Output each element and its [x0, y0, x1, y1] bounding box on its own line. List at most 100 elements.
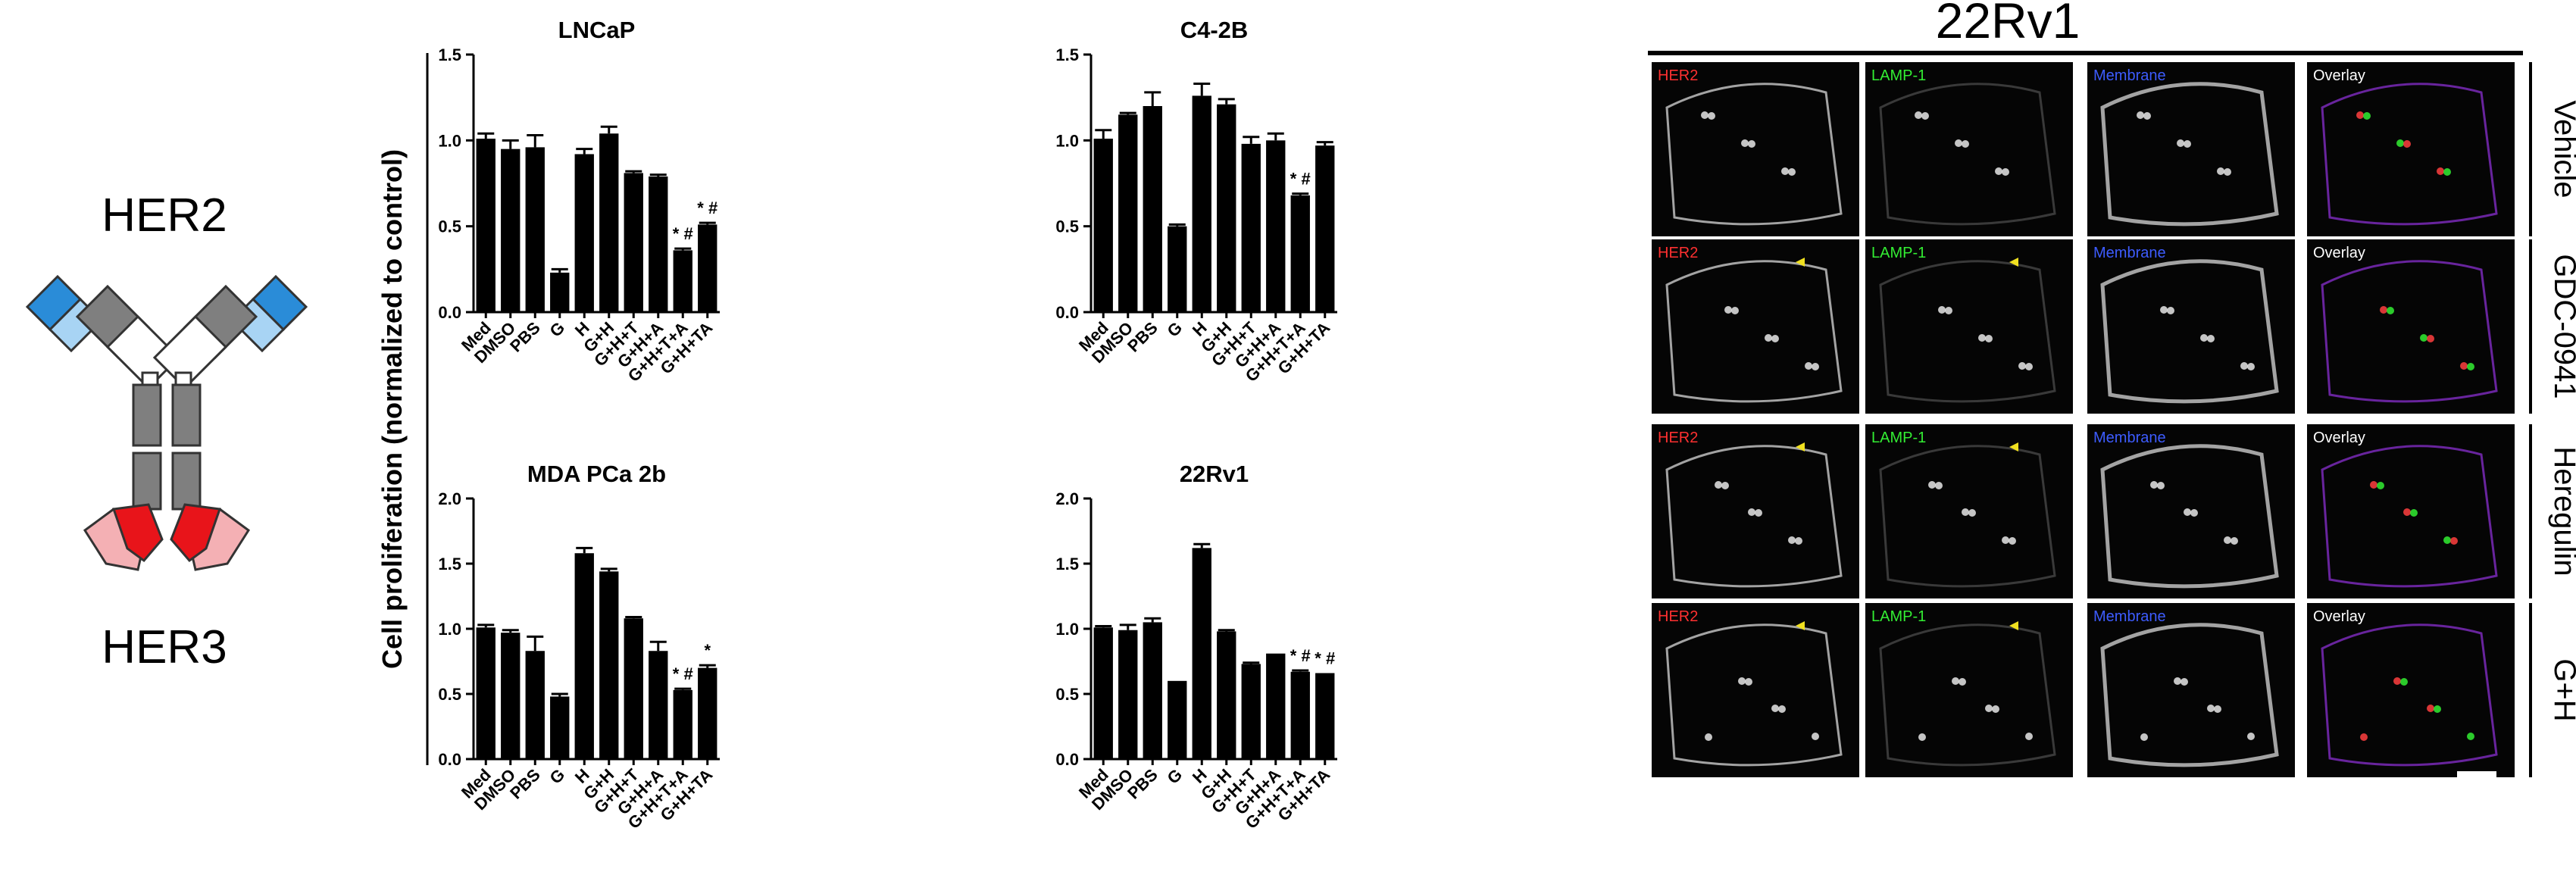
y-tick-label: 0.0	[438, 750, 461, 769]
vesicle-punctum	[1731, 307, 1739, 314]
micrograph-3-2: LAMP-1	[1865, 424, 2073, 598]
micrograph-1-2: LAMP-1	[1865, 62, 2073, 236]
bar	[1241, 664, 1261, 759]
significance-marker: * #	[697, 198, 717, 217]
vesicle-punctum	[2137, 111, 2144, 119]
vesicle-punctum	[1959, 678, 1966, 686]
bar	[501, 633, 521, 759]
vesicle-punctum	[2002, 168, 2009, 176]
chart-title: C4-2B	[1180, 17, 1249, 43]
vesicle-punctum	[2460, 362, 2468, 370]
channel-label: Membrane	[2093, 245, 2166, 261]
vesicle-punctum	[2174, 677, 2181, 685]
y-tick-label: 0.0	[1055, 303, 1079, 322]
vesicle-punctum	[2467, 733, 2474, 740]
cell-membrane	[2321, 623, 2498, 767]
bar	[1192, 548, 1211, 759]
vesicle-punctum	[1721, 482, 1729, 489]
cell-membrane	[2100, 444, 2279, 589]
vesicle-punctum	[2443, 168, 2451, 176]
vesicle-punctum	[2177, 139, 2184, 147]
channel-label: LAMP-1	[1871, 430, 1926, 446]
micrograph-2-1: HER2	[1652, 239, 1859, 414]
vesicle-punctum	[2467, 363, 2474, 370]
vesicle-punctum	[1738, 677, 1746, 685]
vesicle-punctum	[1701, 111, 1708, 119]
bar	[1143, 106, 1162, 312]
micrograph-background	[1865, 239, 2073, 414]
channel-label: Overlay	[2313, 245, 2365, 261]
vesicle-punctum	[2403, 508, 2411, 516]
vesicle-punctum	[1708, 112, 1715, 120]
vesicle-punctum	[2184, 508, 2191, 516]
bar	[476, 627, 496, 759]
vesicle-punctum	[1771, 705, 1779, 712]
vesicle-punctum	[2025, 363, 2033, 370]
cell-membrane	[1879, 623, 2056, 767]
bar	[1290, 671, 1310, 759]
arrowhead-marker	[2009, 258, 2018, 267]
vesicle-punctum	[1705, 733, 1712, 741]
cell-membrane	[1879, 445, 2056, 588]
micrograph-4-2: LAMP-1	[1865, 603, 2073, 777]
micrograph-2-2: LAMP-1	[1865, 239, 2073, 414]
micrograph-background	[2307, 239, 2515, 414]
vesicle-punctum	[1938, 306, 1946, 314]
x-tick-label: G	[546, 765, 568, 788]
row-label: Vehicle	[2548, 101, 2576, 198]
micrograph-background	[2307, 603, 2515, 777]
bar	[1093, 627, 1113, 759]
microscopy-grid: HER2 LAMP-1 Membrane Overlay Vehicle HER2 LAMP…	[1652, 62, 2576, 777]
arrowhead-marker	[2009, 621, 2018, 630]
bar	[698, 224, 717, 312]
row-label: GDC-0941	[2548, 254, 2576, 398]
vesicle-punctum	[2363, 112, 2371, 120]
vesicle-punctum	[1788, 168, 1796, 176]
significance-marker: * #	[673, 664, 693, 683]
vesicle-punctum	[2427, 705, 2434, 712]
scale-bar	[2457, 771, 2496, 777]
micrograph-3-1: HER2	[1652, 424, 1859, 598]
vesicle-punctum	[1741, 139, 1749, 147]
significance-marker: * #	[1290, 170, 1311, 189]
vesicle-punctum	[2025, 733, 2033, 740]
cell-membrane	[1665, 83, 1843, 226]
channel-label: HER2	[1658, 245, 1698, 261]
vesicle-punctum	[2140, 733, 2148, 741]
vesicle-punctum	[1962, 508, 1969, 516]
bar	[1217, 631, 1236, 759]
vesicle-punctum	[1765, 334, 1772, 342]
y-tick-label: 0.0	[1055, 750, 1079, 769]
bar	[1290, 195, 1310, 312]
significance-marker: * #	[1290, 646, 1311, 665]
bar	[525, 651, 545, 759]
vesicle-punctum	[2160, 306, 2168, 314]
vesicle-punctum	[1805, 362, 1812, 370]
vesicle-punctum	[2377, 482, 2384, 489]
y-tick-label: 0.5	[438, 685, 461, 704]
vesicle-punctum	[2370, 481, 2377, 489]
y-tick-label: 1.0	[438, 131, 461, 150]
bar	[673, 689, 692, 759]
microscopy-panel: 22Rv1 HER2 LAMP-1 Membrane OverlayVehicleHE…	[1648, 0, 2576, 777]
y-tick-label: 0.0	[438, 303, 461, 322]
vesicle-punctum	[2240, 362, 2248, 370]
chart-title: MDA PCa 2b	[527, 461, 666, 487]
micrograph-1-1: HER2	[1652, 62, 1859, 236]
channel-label: Overlay	[2313, 67, 2365, 84]
channel-label: Membrane	[2093, 608, 2166, 625]
bar	[1315, 145, 1335, 312]
x-tick-label: G	[1163, 318, 1186, 341]
cell-membrane	[1665, 445, 1843, 588]
vesicle-punctum	[1928, 481, 1936, 489]
cell-membrane	[2321, 83, 2498, 226]
bar	[1143, 622, 1162, 759]
x-tick-label: PBS	[1124, 318, 1161, 356]
x-tick-label: PBS	[506, 765, 544, 803]
vesicle-punctum	[2247, 733, 2255, 740]
vesicle-punctum	[2002, 536, 2009, 544]
vesicle-punctum	[2181, 678, 2188, 686]
